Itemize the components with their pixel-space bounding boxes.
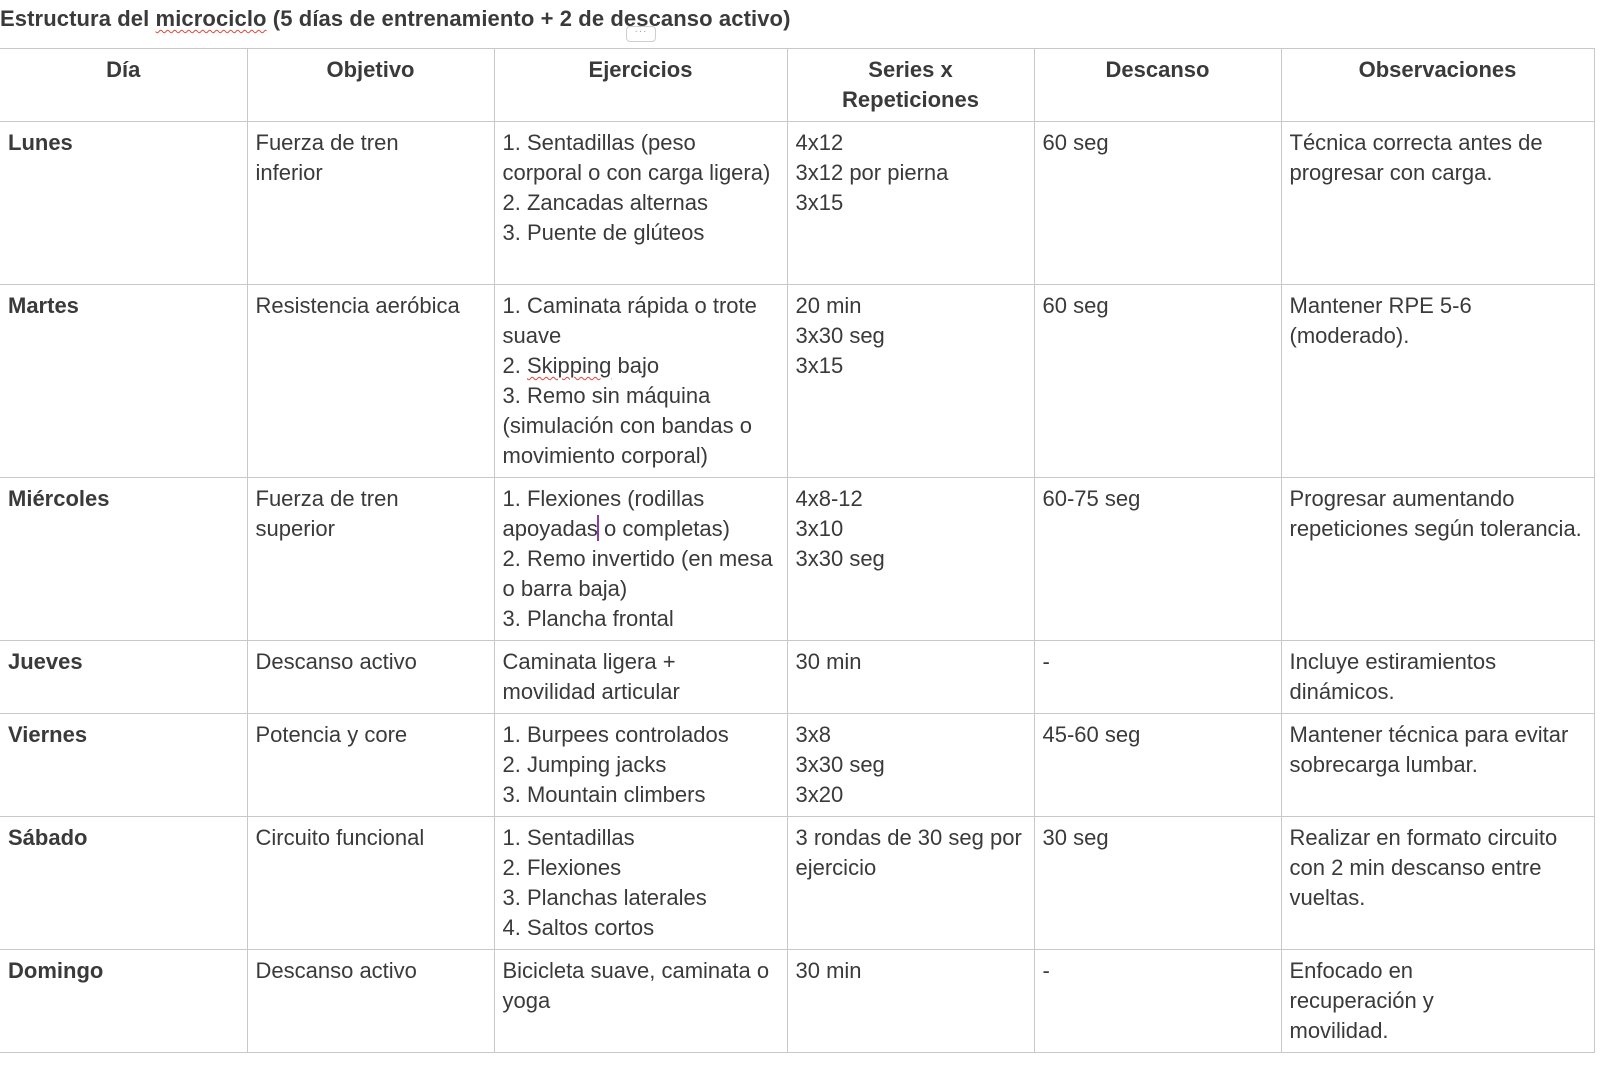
day-cell[interactable]: Martes (0, 284, 248, 478)
exercises-text: o completas) 2. Remo invertido (en mesa … (502, 516, 773, 631)
rest-cell[interactable]: - (1033, 949, 1282, 1053)
notes-cell[interactable]: Enfocado en recuperación y movilidad. (1280, 949, 1595, 1053)
notes-cell[interactable]: Mantener técnica para evitar sobrecarga … (1280, 713, 1595, 817)
exercises-cell[interactable]: 1. Flexiones (rodillas apoyadas o comple… (493, 477, 788, 641)
exercises-cell[interactable]: Caminata ligera + movilidad articular (493, 640, 788, 714)
notes-cell[interactable]: Incluye estiramientos dinámicos. (1280, 640, 1595, 714)
title-text-end: (5 días de entrenamiento + 2 de descanso… (266, 6, 791, 31)
objective-cell[interactable]: Resistencia aeróbica (246, 284, 495, 478)
text-cursor (596, 515, 599, 541)
exercises-cell[interactable]: 1. Sentadillas 2. Flexiones 3. Planchas … (493, 816, 788, 950)
header-ejercicios[interactable]: Ejercicios (493, 48, 788, 122)
notes-cell[interactable]: Realizar en formato circuito con 2 min d… (1280, 816, 1595, 950)
objective-cell[interactable]: Fuerza de tren superior (246, 477, 495, 641)
rest-cell[interactable]: 30 seg (1033, 816, 1282, 950)
table-row: Martes Resistencia aeróbica 1. Caminata … (0, 284, 1595, 478)
title-text-start: Estructura del (0, 6, 156, 31)
sets-cell[interactable]: 4x12 3x12 por pierna 3x15 (786, 121, 1035, 285)
table-row: Domingo Descanso activo Bicicleta suave,… (0, 949, 1595, 1053)
exercises-text: 1. Caminata rápida o trote suave 2. (502, 293, 757, 378)
notes-cell[interactable]: Técnica correcta antes de progresar con … (1280, 121, 1595, 285)
day-cell[interactable]: Jueves (0, 640, 248, 714)
sets-cell[interactable]: 3 rondas de 30 seg por ejercicio (786, 816, 1035, 950)
microcycle-table: Día Objetivo Ejercicios Series x Repetic… (0, 48, 1595, 1053)
title-misspelled-word[interactable]: microciclo (155, 6, 267, 31)
header-observaciones[interactable]: Observaciones (1280, 48, 1595, 122)
document-title: Estructura del microciclo (5 días de ent… (0, 6, 791, 32)
header-series-repeticiones[interactable]: Series x Repeticiones (786, 48, 1035, 122)
rest-cell[interactable]: - (1033, 640, 1282, 714)
table-row: Viernes Potencia y core 1. Burpees contr… (0, 713, 1595, 817)
sets-cell[interactable]: 3x8 3x30 seg 3x20 (786, 713, 1035, 817)
table-row: Jueves Descanso activo Caminata ligera +… (0, 640, 1595, 714)
day-cell[interactable]: Miércoles (0, 477, 248, 641)
rest-cell[interactable]: 45-60 seg (1033, 713, 1282, 817)
sets-cell[interactable]: 30 min (786, 640, 1035, 714)
day-cell[interactable]: Domingo (0, 949, 248, 1053)
sets-cell[interactable]: 20 min 3x30 seg 3x15 (786, 284, 1035, 478)
notes-cell[interactable]: Progresar aumentando repeticiones según … (1280, 477, 1595, 641)
notes-cell[interactable]: Mantener RPE 5-6 (moderado). (1280, 284, 1595, 478)
objective-cell[interactable]: Fuerza de tren inferior (246, 121, 495, 285)
header-descanso[interactable]: Descanso (1033, 48, 1282, 122)
rest-cell[interactable]: 60 seg (1033, 284, 1282, 478)
objective-cell[interactable]: Descanso activo (246, 640, 495, 714)
objective-cell[interactable]: Potencia y core (246, 713, 495, 817)
objective-cell[interactable]: Circuito funcional (246, 816, 495, 950)
table-header-row: Día Objetivo Ejercicios Series x Repetic… (0, 48, 1595, 122)
day-cell[interactable]: Sábado (0, 816, 248, 950)
header-objetivo[interactable]: Objetivo (246, 48, 495, 122)
sets-cell[interactable]: 4x8-12 3x10 3x30 seg (786, 477, 1035, 641)
table-row: Miércoles Fuerza de tren superior 1. Fle… (0, 477, 1595, 641)
exercises-text: bajo 3. Remo sin máquina (simulación con… (502, 353, 752, 468)
exercises-text: 1. Flexiones (rodillas apoyadas (502, 486, 705, 541)
rest-cell[interactable]: 60 seg (1033, 121, 1282, 285)
exercises-cell[interactable]: 1. Sentadillas (peso corporal o con carg… (493, 121, 788, 285)
day-cell[interactable]: Lunes (0, 121, 248, 285)
exercises-cell[interactable]: Bicicleta suave, caminata o yoga (493, 949, 788, 1053)
exercises-cell[interactable]: 1. Burpees controlados 2. Jumping jacks … (493, 713, 788, 817)
table-row: Sábado Circuito funcional 1. Sentadillas… (0, 816, 1595, 950)
exercises-cell[interactable]: 1. Caminata rápida o trote suave 2. Skip… (493, 284, 788, 478)
sets-cell[interactable]: 30 min (786, 949, 1035, 1053)
table-row: Lunes Fuerza de tren inferior 1. Sentadi… (0, 121, 1595, 285)
header-dia[interactable]: Día (0, 48, 248, 122)
rest-cell[interactable]: 60-75 seg (1033, 477, 1282, 641)
day-cell[interactable]: Viernes (0, 713, 248, 817)
objective-cell[interactable]: Descanso activo (246, 949, 495, 1053)
misspelled-word[interactable]: Skipping (526, 353, 612, 378)
more-options-handle[interactable]: ··· (626, 26, 656, 42)
